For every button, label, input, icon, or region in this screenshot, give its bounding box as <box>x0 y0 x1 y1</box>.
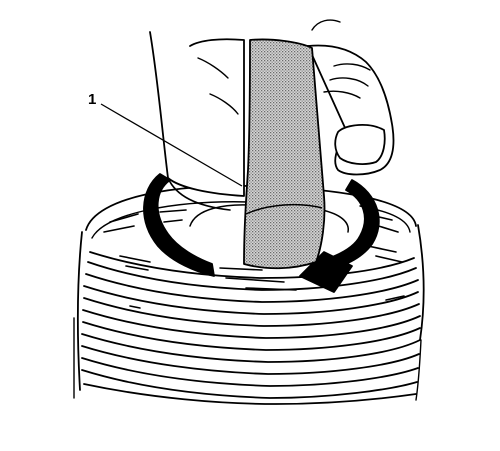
housing <box>73 184 425 405</box>
hand <box>149 19 395 211</box>
rotation-arrow-right-icon <box>299 179 380 293</box>
callout-1-label: 1 <box>88 91 96 108</box>
callout-1-leader-line <box>100 103 243 187</box>
rotation-arrow-left-icon <box>143 173 215 277</box>
seal-tool <box>243 38 326 270</box>
callout-1: 1 <box>88 91 243 187</box>
